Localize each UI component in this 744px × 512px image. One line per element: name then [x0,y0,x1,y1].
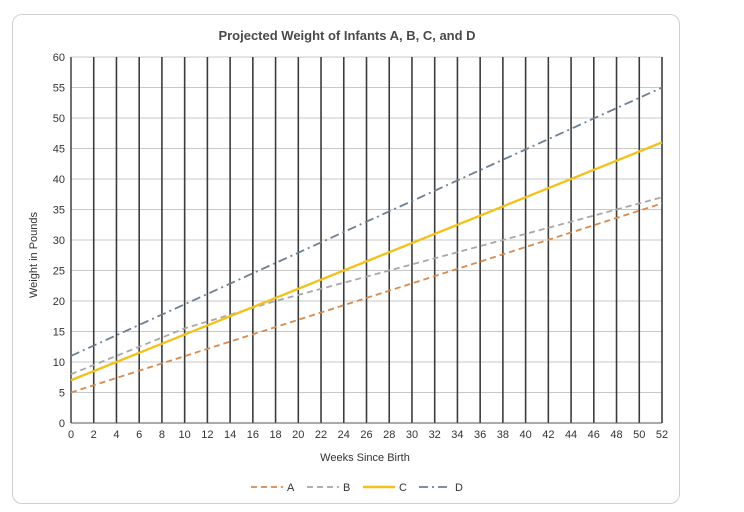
x-tick-label: 42 [542,429,554,441]
series-line-d [70,86,663,357]
x-tick-label: 34 [451,429,463,441]
x-tick-label: 20 [292,429,304,441]
y-tick-label: 0 [59,418,65,430]
x-tick-label: 30 [406,429,418,441]
x-tick-label: 2 [91,429,97,441]
x-tick-label: 12 [201,429,213,441]
x-tick-label: 36 [474,429,486,441]
legend-label-d: D [455,482,463,494]
y-tick-label: 10 [53,357,65,369]
y-tick-label: 30 [53,235,65,247]
x-tick-label: 24 [338,429,350,441]
y-tick-label: 50 [53,113,65,125]
y-tick-label: 25 [53,266,65,278]
grid-lines [70,56,663,424]
x-tick-label: 44 [565,429,577,441]
x-tick-label: 48 [610,429,622,441]
y-tick-label: 5 [59,388,65,400]
x-tick-label: 38 [497,429,509,441]
series-line-c [70,141,663,382]
x-tick-label: 28 [383,429,395,441]
y-tick-label: 45 [53,144,65,156]
x-tick-label: 0 [68,429,74,441]
y-tick-label: 60 [53,52,65,64]
series-line-b [70,196,663,376]
chart-title: Projected Weight of Infants A, B, C, and… [218,28,475,43]
chart-frame: Projected Weight of Infants A, B, C, and… [12,14,680,504]
x-tick-label: 8 [159,429,165,441]
x-tick-label: 16 [247,429,259,441]
x-tick-label: 32 [429,429,441,441]
y-tick-label: 55 [53,83,65,95]
y-axis-label: Weight in Pounds [28,211,40,298]
y-tick-label: 35 [53,205,65,217]
x-tick-label: 52 [656,429,668,441]
legend-label-b: B [343,482,350,494]
x-tick-label: 10 [179,429,191,441]
legend-label-c: C [399,482,407,494]
line-chart: Projected Weight of Infants A, B, C, and… [28,28,668,494]
x-tick-label: 40 [519,429,531,441]
x-axis-label: Weeks Since Birth [320,452,410,464]
x-tick-label: 26 [360,429,372,441]
x-tick-label: 22 [315,429,327,441]
y-tick-label: 20 [53,296,65,308]
series-line-a [70,202,663,394]
legend: A B C D [251,482,463,494]
axes [70,57,662,424]
x-tick-label: 14 [224,429,236,441]
x-tick-label: 46 [588,429,600,441]
y-tick-label: 15 [53,327,65,339]
x-tick-label: 18 [269,429,281,441]
x-tick-label: 6 [136,429,142,441]
x-tick-label: 50 [633,429,645,441]
legend-label-a: A [287,482,295,494]
series-lines [70,86,663,394]
y-tick-label: 40 [53,174,65,186]
x-tick-label: 4 [113,429,119,441]
